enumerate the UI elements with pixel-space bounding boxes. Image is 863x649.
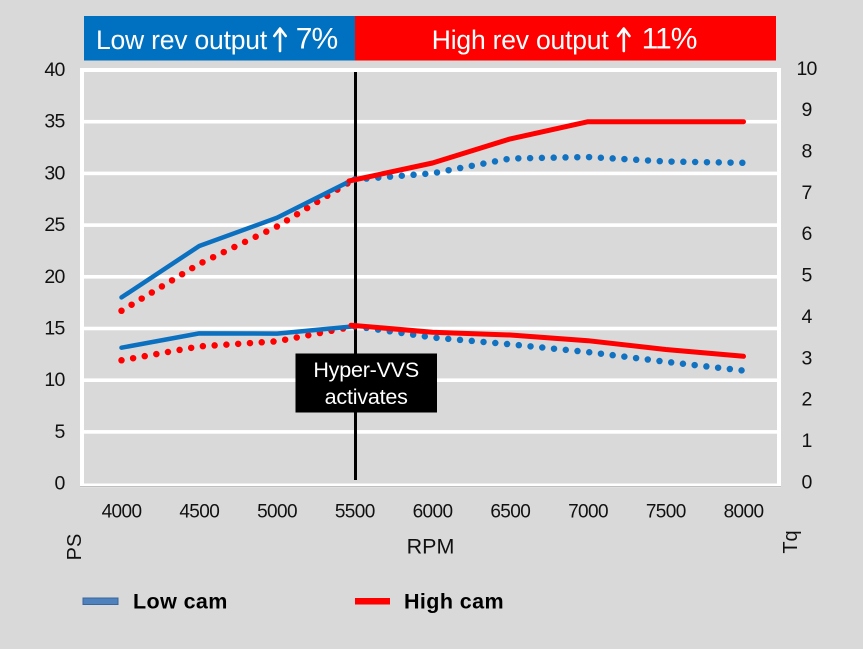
svg-text:7%: 7% <box>296 23 338 56</box>
svg-text:11%: 11% <box>642 23 697 56</box>
svg-text:7000: 7000 <box>568 501 608 522</box>
svg-text:4500: 4500 <box>179 501 219 522</box>
svg-text:30: 30 <box>44 162 65 184</box>
svg-text:10: 10 <box>44 369 65 391</box>
svg-text:High cam: High cam <box>404 590 504 614</box>
svg-text:6000: 6000 <box>413 501 453 522</box>
svg-text:8000: 8000 <box>724 501 764 522</box>
svg-text:PS: PS <box>64 534 86 561</box>
svg-text:5500: 5500 <box>335 501 375 522</box>
svg-text:0: 0 <box>801 471 812 493</box>
svg-text:Low cam: Low cam <box>133 590 228 614</box>
svg-text:Tq: Tq <box>780 530 802 553</box>
svg-text:Low rev output: Low rev output <box>96 25 268 55</box>
svg-text:9: 9 <box>801 99 811 121</box>
svg-text:3: 3 <box>801 347 811 369</box>
svg-text:5: 5 <box>801 265 812 287</box>
svg-text:8: 8 <box>801 141 811 163</box>
svg-text:4: 4 <box>801 306 812 328</box>
svg-text:10: 10 <box>796 58 817 80</box>
svg-text:20: 20 <box>44 266 65 288</box>
svg-text:High rev output: High rev output <box>432 25 610 55</box>
svg-text:6500: 6500 <box>490 501 530 522</box>
svg-text:Hyper-VVS: Hyper-VVS <box>313 358 419 382</box>
svg-text:2: 2 <box>801 389 811 411</box>
svg-text:7500: 7500 <box>646 501 686 522</box>
svg-text:40: 40 <box>44 59 65 81</box>
svg-text:0: 0 <box>54 473 65 495</box>
svg-text:5: 5 <box>54 421 65 443</box>
svg-text:35: 35 <box>44 111 65 133</box>
svg-text:7: 7 <box>801 182 811 204</box>
svg-text:4000: 4000 <box>102 501 142 522</box>
svg-text:15: 15 <box>44 318 65 340</box>
svg-text:activates: activates <box>325 385 408 409</box>
svg-text:5000: 5000 <box>257 501 297 522</box>
svg-text:25: 25 <box>44 214 65 236</box>
svg-text:1: 1 <box>801 430 811 452</box>
svg-text:RPM: RPM <box>407 535 455 559</box>
svg-text:6: 6 <box>801 223 811 245</box>
